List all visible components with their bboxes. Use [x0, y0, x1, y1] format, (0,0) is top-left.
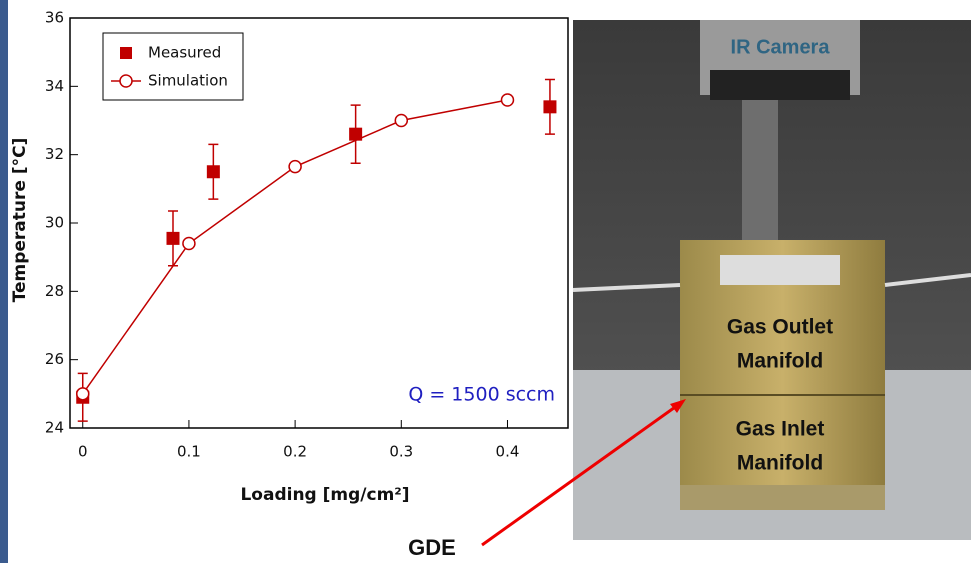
marker — [500, 93, 515, 107]
legend-label: Simulation — [148, 72, 228, 90]
pointer-arrow — [481, 403, 679, 547]
x-tick-label: 0.1 — [177, 443, 201, 461]
legend-label: Measured — [148, 44, 221, 62]
y-axis-label: Temperature [°C] — [10, 138, 30, 303]
y-tick-label: 24 — [45, 419, 64, 437]
y-tick-label: 36 — [45, 9, 64, 27]
x-tick-label: 0 — [78, 443, 88, 461]
camera-lens — [710, 70, 850, 100]
marker — [75, 387, 90, 401]
inlet-label: Gas Inlet — [736, 418, 825, 441]
photo: IR Camera Gas Outlet Manifold Gas Inlet … — [572, 20, 971, 540]
marker — [288, 159, 302, 174]
y-tick-label: 26 — [45, 350, 64, 368]
arrow-head — [670, 399, 686, 413]
legend-marker — [120, 47, 132, 59]
camera-label: IR Camera — [731, 36, 831, 58]
y-tick-label: 28 — [45, 282, 64, 300]
legend-box — [102, 32, 244, 101]
marker — [543, 100, 557, 114]
x-tick-label: 0.4 — [496, 443, 520, 461]
x-axis-label: Loading [mg/cm²] — [240, 485, 409, 505]
chart: 0 0.1 0.2 0.3 0.4 24 26 28 30 32 34 36 Loading [mg/c… — [10, 9, 569, 505]
rod — [742, 100, 778, 250]
tube — [572, 283, 681, 292]
y-tick-label: 34 — [45, 77, 64, 95]
marker — [182, 236, 196, 251]
inlet-label: Manifold — [737, 452, 823, 475]
tube — [884, 273, 971, 287]
marker — [349, 127, 363, 141]
y-tick-label: 30 — [45, 214, 64, 232]
x-tick-label: 0.3 — [389, 443, 413, 461]
pointer-label: GDE — [408, 535, 456, 560]
x-tick-label: 0.2 — [283, 443, 307, 461]
marker — [166, 231, 180, 245]
legend-marker — [119, 74, 133, 88]
side-strip — [0, 0, 8, 563]
marker — [206, 165, 220, 179]
annotation: Q = 1500 sccm — [408, 384, 555, 406]
window — [720, 255, 840, 285]
marker — [394, 113, 409, 128]
y-tick-label: 32 — [45, 145, 64, 163]
bottom-plate — [680, 485, 885, 510]
outlet-label: Manifold — [737, 350, 823, 373]
outlet-label: Gas Outlet — [727, 316, 833, 339]
